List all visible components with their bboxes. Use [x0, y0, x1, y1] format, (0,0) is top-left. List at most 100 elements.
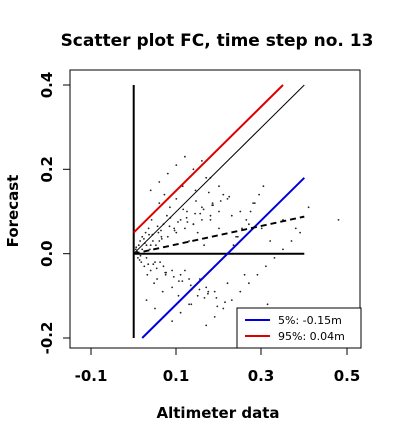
data-point: [179, 219, 182, 221]
data-point: [212, 204, 214, 207]
data-point: [290, 240, 293, 242]
data-point: [139, 240, 142, 242]
data-point: [158, 240, 161, 242]
data-point: [171, 320, 174, 322]
data-points: [134, 155, 340, 327]
data-point: [209, 214, 212, 217]
data-point: [218, 210, 220, 213]
data-point: [173, 229, 176, 232]
x-tick-label: 0.1: [163, 367, 190, 385]
data-point: [153, 282, 156, 285]
data-point: [184, 269, 186, 272]
data-point: [172, 276, 175, 278]
data-point: [141, 235, 144, 238]
data-point: [205, 176, 208, 179]
data-point: [152, 263, 155, 266]
data-point: [175, 164, 178, 167]
data-point: [262, 185, 265, 188]
y-tick-label: 0.0: [38, 240, 56, 267]
data-point: [248, 223, 250, 226]
data-point: [216, 305, 219, 308]
data-point: [154, 307, 156, 310]
data-point: [213, 290, 216, 293]
x-tick-label: -0.1: [75, 367, 108, 385]
data-point: [194, 212, 197, 215]
data-point: [201, 206, 203, 209]
identity-line: [133, 84, 305, 255]
data-point: [145, 244, 148, 247]
data-point: [160, 238, 163, 240]
data-point: [256, 273, 259, 276]
data-point: [230, 214, 233, 217]
data-point: [165, 271, 168, 274]
data-point: [188, 240, 191, 242]
data-point: [150, 219, 153, 221]
data-point: [203, 244, 206, 247]
plot-frame: [69, 69, 361, 349]
data-point: [171, 269, 174, 272]
data-point: [269, 240, 272, 242]
data-point: [192, 223, 195, 226]
data-point: [266, 303, 269, 306]
data-point: [163, 193, 166, 196]
data-point: [207, 290, 210, 293]
data-point: [143, 238, 145, 240]
data-point: [140, 261, 143, 263]
data-point: [299, 231, 301, 234]
data-point: [149, 244, 152, 247]
data-point: [175, 231, 178, 234]
legend-box: [236, 307, 362, 349]
data-point: [205, 324, 208, 327]
data-point: [207, 191, 210, 194]
data-point: [148, 233, 150, 236]
data-point: [195, 200, 197, 202]
data-point: [149, 248, 151, 251]
data-point: [152, 240, 154, 242]
data-point: [157, 231, 160, 234]
data-point: [226, 282, 229, 285]
y-tick-label: 0.2: [38, 156, 56, 183]
data-point: [166, 214, 168, 217]
data-point: [158, 181, 161, 183]
data-point: [232, 244, 235, 247]
data-point: [147, 263, 150, 266]
data-point: [160, 229, 162, 232]
data-point: [149, 269, 152, 272]
data-point: [273, 257, 276, 259]
data-point: [179, 311, 182, 314]
data-point: [166, 235, 169, 238]
data-point: [235, 235, 238, 238]
y-tick-label: -0.2: [38, 322, 56, 355]
data-point: [209, 219, 212, 221]
data-point: [155, 244, 157, 247]
data-point: [249, 210, 252, 213]
data-point: [156, 225, 159, 228]
data-point: [137, 244, 140, 247]
data-point: [179, 273, 182, 276]
data-point: [245, 219, 248, 221]
data-point: [230, 299, 233, 301]
data-point: [199, 212, 202, 215]
data-point: [252, 202, 255, 205]
data-point: [188, 303, 191, 306]
data-point: [156, 278, 159, 280]
data-point: [146, 273, 149, 276]
upper-percentile-line: [132, 84, 284, 234]
data-point: [215, 297, 218, 299]
data-point: [243, 273, 246, 276]
data-point: [294, 227, 297, 230]
data-point: [198, 288, 201, 291]
data-point: [143, 265, 146, 268]
data-point: [190, 303, 193, 306]
data-point: [164, 273, 167, 276]
data-point: [162, 265, 165, 268]
data-point: [207, 292, 209, 295]
data-point: [145, 299, 148, 301]
data-point: [218, 227, 220, 230]
data-point: [177, 294, 180, 297]
data-point: [307, 206, 310, 209]
data-point: [253, 202, 256, 205]
reference-lines: [132, 84, 306, 339]
data-point: [192, 168, 195, 171]
